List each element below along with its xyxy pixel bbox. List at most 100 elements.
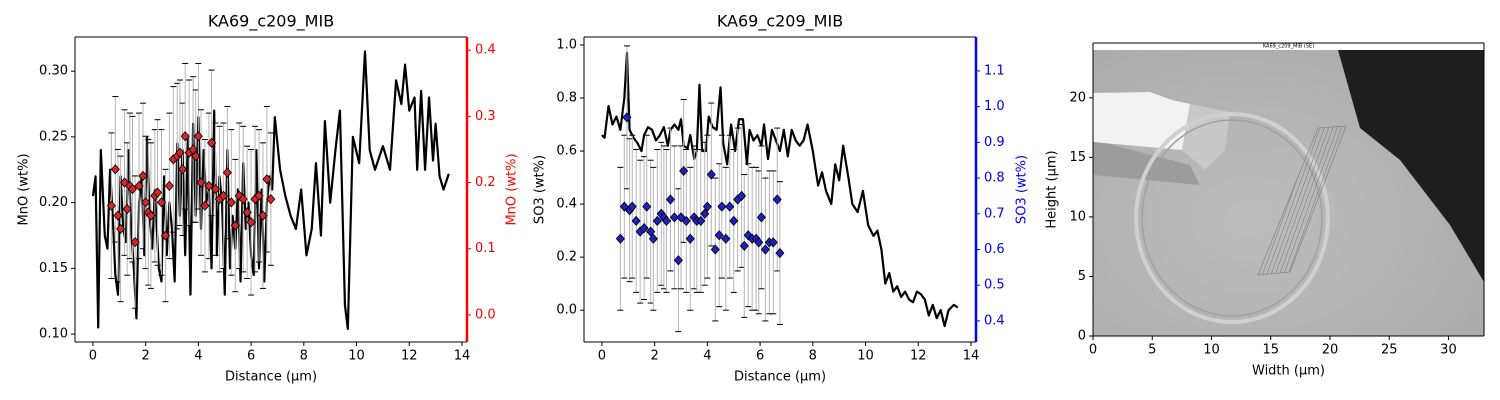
x-tick-label: 0 — [1089, 343, 1097, 358]
data-point — [760, 244, 770, 255]
data-point — [156, 197, 167, 208]
y-tick-label: 0.8 — [556, 91, 577, 106]
data-line — [601, 51, 959, 328]
data-point — [210, 184, 221, 195]
x-tick-label: 5 — [1148, 343, 1156, 358]
x-tick-label: 0 — [89, 349, 97, 364]
data-point — [146, 210, 156, 221]
y2-tick-label: 0.4 — [475, 43, 496, 58]
y-tick-label: 0.15 — [39, 261, 68, 276]
y-tick-label: 0 — [1078, 329, 1086, 344]
y-tick-label: 1.0 — [556, 37, 577, 52]
data-point — [702, 201, 712, 212]
data-point — [700, 208, 710, 219]
data-point — [646, 226, 656, 237]
data-point — [721, 233, 731, 244]
y-tick-label: 0.10 — [39, 327, 68, 342]
data-point — [627, 201, 637, 212]
y-tick-label: 15 — [1069, 150, 1086, 165]
y2-tick-label: 0.1 — [475, 241, 496, 256]
data-point — [138, 170, 148, 182]
data-point — [717, 201, 727, 212]
x-axis-label: Distance (µm) — [734, 370, 826, 385]
data-point — [230, 220, 240, 231]
y-tick-label: 0.6 — [556, 144, 577, 159]
data-point — [725, 201, 735, 212]
x-tick-label: 10 — [348, 349, 365, 364]
data-point — [160, 230, 170, 241]
y-tick-label: 0.30 — [39, 64, 68, 79]
data-point — [113, 210, 123, 221]
data-point — [207, 137, 217, 148]
data-point — [756, 212, 766, 223]
x-tick-label: 2 — [651, 349, 659, 364]
data-point — [661, 215, 672, 227]
y-axis-label: SO3 (wt%) — [533, 155, 548, 224]
data-point — [258, 210, 268, 221]
y2-tick-label: 0.9 — [984, 135, 1005, 150]
data-point — [222, 167, 232, 178]
data-point — [130, 236, 140, 248]
y2-tick-label: 0.4 — [984, 313, 1005, 328]
x-tick-label: 6 — [756, 349, 764, 364]
x-axis-label: Distance (µm) — [225, 370, 317, 385]
x-tick-label: 4 — [194, 349, 202, 364]
data-point — [134, 180, 144, 191]
data-point — [266, 193, 276, 205]
y2-tick-label: 0.2 — [475, 175, 496, 190]
y2-tick-label: 0.8 — [984, 171, 1005, 186]
data-point — [648, 233, 658, 244]
x-tick-label: 20 — [1322, 343, 1339, 358]
data-point — [754, 237, 764, 248]
x-tick-label: 8 — [809, 349, 817, 364]
data-point — [141, 197, 151, 208]
image-title: KA69_c209_MIB (SE) — [1263, 44, 1314, 50]
data-point — [204, 180, 214, 191]
data-point — [238, 193, 248, 205]
x-tick-label: 0 — [598, 349, 606, 364]
data-point — [652, 215, 662, 227]
data-point — [193, 131, 203, 142]
y-axis-label: MnO (wt%) — [17, 153, 32, 225]
x-tick-label: 30 — [1440, 343, 1457, 358]
y-tick-label: 0.0 — [556, 303, 577, 318]
x-tick-label: 2 — [142, 349, 150, 364]
x-tick-label: 10 — [857, 349, 874, 364]
data-point — [200, 200, 210, 211]
data-point — [673, 255, 683, 266]
data-point — [639, 222, 649, 234]
data-point — [642, 201, 652, 212]
data-point — [175, 147, 185, 158]
data-point — [710, 244, 720, 255]
data-point — [768, 237, 778, 248]
data-point — [622, 112, 632, 123]
data-point — [669, 212, 679, 223]
data-point — [665, 194, 676, 205]
x-tick-label: 14 — [963, 349, 980, 364]
data-point — [242, 207, 252, 218]
y2-tick-label: 0.6 — [984, 242, 1005, 257]
x-tick-label: 15 — [1262, 343, 1279, 358]
y2-tick-label: 1.0 — [984, 99, 1005, 114]
y2-tick-label: 0.3 — [475, 109, 496, 124]
data-point — [681, 215, 691, 227]
data-point — [116, 223, 126, 234]
y-tick-label: 5 — [1078, 269, 1086, 284]
y-tick-label: 0.25 — [39, 129, 68, 144]
data-point — [631, 215, 641, 227]
data-line — [91, 50, 450, 330]
data-point — [706, 169, 716, 180]
data-point — [714, 230, 724, 241]
data-point — [164, 180, 174, 191]
y-tick-label: 0.4 — [556, 197, 577, 212]
data-point — [152, 187, 163, 198]
data-point — [218, 190, 228, 201]
data-point — [679, 165, 689, 177]
data-point — [254, 190, 264, 201]
y-tick-label: 0.2 — [556, 250, 577, 265]
data-point — [772, 194, 782, 205]
chart-title: KA69_c209_MIB — [717, 12, 843, 32]
x-tick-label: 10 — [1203, 343, 1220, 358]
y2-tick-label: 0.7 — [984, 206, 1005, 221]
